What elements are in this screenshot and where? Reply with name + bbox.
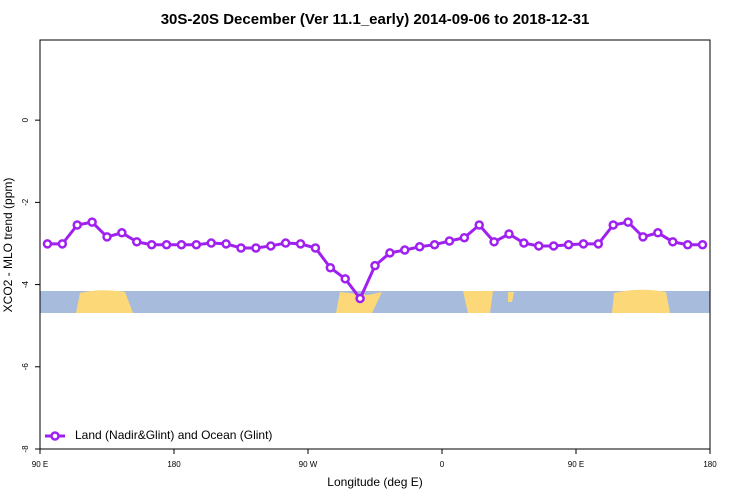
point <box>280 238 291 248</box>
point <box>444 236 455 246</box>
point <box>563 239 574 250</box>
x-axis-label: Longitude (deg E) <box>327 475 422 489</box>
point <box>697 239 708 250</box>
x-tick-label: 90 E <box>32 460 48 469</box>
y-axis-label: XCO2 - MLO trend (ppm) <box>1 178 15 313</box>
point <box>72 220 82 230</box>
point <box>504 229 514 239</box>
point <box>414 242 425 252</box>
point <box>459 232 470 243</box>
y-tick-label: -2 <box>21 198 30 206</box>
point <box>310 243 321 253</box>
y-tick-label: 0 <box>21 117 30 122</box>
point <box>42 239 53 249</box>
y-tick-label: -8 <box>21 445 30 453</box>
point <box>682 239 693 250</box>
point <box>355 293 365 304</box>
point <box>548 241 559 251</box>
point <box>102 232 112 242</box>
map-strip <box>40 289 710 313</box>
point <box>623 217 633 227</box>
y-tick-label: -6 <box>21 363 30 371</box>
x-tick-label: 90 W <box>299 460 318 469</box>
point <box>266 241 276 251</box>
legend-label: Land (Nadir&Glint) and Ocean (Glint) <box>75 428 272 442</box>
point <box>653 228 663 238</box>
point <box>429 239 440 250</box>
point <box>221 239 231 249</box>
series-line <box>47 220 703 302</box>
point <box>385 248 395 258</box>
x-tick-label: 180 <box>703 460 717 469</box>
point <box>206 238 216 248</box>
point <box>340 274 350 284</box>
legend-marker <box>50 431 60 441</box>
point <box>236 243 246 253</box>
point <box>161 239 172 250</box>
y-tick-label: -4 <box>21 280 30 288</box>
point <box>608 220 618 230</box>
x-tick-label: 180 <box>167 460 181 469</box>
point <box>489 237 499 247</box>
chart-title: 30S-20S December (Ver 11.1_early) 2014-0… <box>161 11 590 28</box>
plot-frame <box>39 39 711 450</box>
point <box>593 239 604 249</box>
point <box>176 239 187 250</box>
x-tick-label: 90 E <box>568 460 584 469</box>
point <box>668 237 678 247</box>
point <box>117 228 127 238</box>
point <box>251 243 261 253</box>
point <box>57 239 68 249</box>
point <box>191 239 202 250</box>
point <box>400 245 410 255</box>
point <box>325 262 336 273</box>
point <box>295 239 306 249</box>
point <box>519 238 529 248</box>
point <box>370 260 380 271</box>
point <box>146 239 157 250</box>
point <box>87 217 97 227</box>
point <box>474 220 484 230</box>
x-tick-label: 0 <box>440 460 445 469</box>
point <box>534 241 544 251</box>
point <box>578 239 589 249</box>
point <box>132 237 142 247</box>
point <box>638 232 648 242</box>
